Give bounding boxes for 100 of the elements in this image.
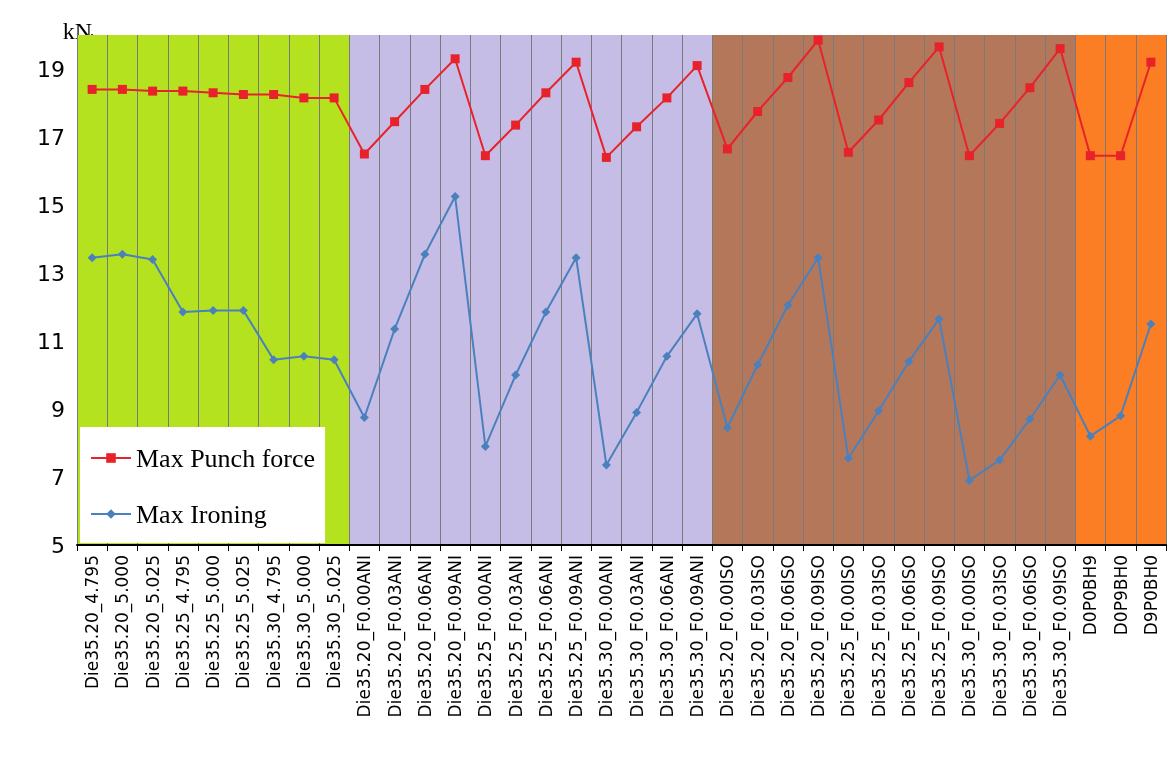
point [843, 453, 853, 463]
point [87, 84, 97, 94]
legend-label: Max Ironing [136, 499, 267, 529]
point [1146, 57, 1156, 67]
point [783, 300, 793, 310]
point [480, 151, 490, 161]
x-tick-label: Die35.30_F0.06ANI [656, 555, 678, 718]
point [1116, 151, 1126, 161]
point [1085, 431, 1095, 441]
point [480, 441, 490, 451]
point [299, 93, 309, 103]
x-tick-label: Die35.20_5.000 [112, 555, 134, 690]
point [1116, 411, 1126, 421]
point [692, 309, 702, 319]
point [178, 307, 188, 317]
x-tick-label: D0P0BH9 [1080, 555, 1101, 636]
point [420, 84, 430, 94]
point [359, 413, 369, 422]
point [420, 249, 430, 259]
point [450, 192, 460, 201]
point [390, 324, 400, 334]
x-tick-label: Die35.25_F0.00ISO [838, 555, 860, 718]
x-tick-label: Die35.25_F0.03ISO [868, 555, 890, 718]
point [601, 152, 611, 162]
x-tick-label: Die35.25_4.795 [172, 555, 194, 690]
point [269, 355, 279, 365]
point [692, 61, 702, 71]
point [511, 120, 521, 130]
point [1055, 44, 1065, 54]
point [329, 355, 339, 365]
x-tick-label: D9P0BH0 [1140, 555, 1161, 636]
point [753, 107, 763, 116]
point [874, 115, 884, 125]
point [299, 351, 309, 361]
x-tick-label: Die35.25_F0.03ANI [505, 555, 527, 718]
point [148, 254, 158, 264]
x-tick-label: Die35.25_F0.09ISO [929, 555, 951, 718]
point [601, 460, 611, 470]
point [874, 406, 884, 416]
x-tick-label: Die35.20_F0.09ANI [445, 555, 467, 718]
point [117, 84, 127, 94]
point [511, 370, 521, 380]
point [934, 314, 944, 324]
y-tick-label: 7 [51, 464, 65, 490]
x-tick-label: Die35.30_F0.09ANI [687, 555, 709, 718]
x-tick-label: Die35.25_F0.09ANI [566, 555, 588, 718]
x-tick-label: Die35.25_F0.06ANI [535, 555, 557, 718]
x-tick-label: Die35.30_F0.00ANI [596, 555, 618, 718]
point [208, 305, 218, 315]
x-tick-label: Die35.25_F0.00ANI [475, 555, 497, 718]
point [1055, 370, 1065, 380]
point [1025, 83, 1035, 93]
x-tick-label: Die35.20_F0.00ISO [717, 555, 739, 718]
y-tick-label: 11 [37, 328, 65, 354]
x-tick-label: Die35.20_F0.06ANI [414, 555, 436, 718]
x-tick-label: D0P9BH0 [1110, 555, 1131, 636]
point [359, 149, 369, 159]
x-tick-label: Die35.20_4.795 [82, 555, 104, 690]
point [269, 90, 279, 99]
x-tick-label: Die35.30_F0.06ISO [1019, 555, 1041, 718]
point [390, 117, 400, 127]
x-tick-label: Die35.30_5.025 [324, 555, 346, 690]
x-tick-label: Die35.25_F0.06ISO [898, 555, 920, 718]
point [148, 86, 158, 96]
y-tick-label: 5 [51, 532, 65, 558]
point [904, 356, 914, 366]
y-tick-label: 9 [51, 396, 65, 422]
legend-label: Max Punch force [136, 443, 316, 473]
point [964, 151, 974, 161]
point [632, 122, 642, 132]
x-tick-label: Die35.30_F0.09ISO [1050, 555, 1072, 718]
y-tick-label: 19 [37, 56, 65, 82]
x-tick-label: Die35.20_5.025 [142, 555, 164, 690]
point [783, 73, 793, 82]
x-tick-label: Die35.25_5.000 [203, 555, 225, 690]
point [450, 54, 460, 64]
x-tick-label: Die35.20_F0.03ISO [747, 555, 769, 718]
x-tick-label: Die35.30_F0.03ISO [989, 555, 1011, 718]
point [722, 144, 732, 154]
point [1085, 151, 1095, 161]
point [813, 35, 823, 45]
point [995, 455, 1005, 465]
point [662, 351, 672, 361]
point [934, 42, 944, 52]
point [1146, 319, 1156, 329]
point [722, 423, 732, 433]
y-tick-label: 17 [37, 124, 65, 150]
point [964, 475, 974, 485]
point [843, 147, 853, 157]
point [662, 93, 672, 103]
x-tick-label: Die35.30_4.795 [263, 555, 285, 690]
point [87, 253, 97, 263]
x-tick-label: Die35.20_F0.00ANI [354, 555, 376, 718]
point [753, 360, 763, 370]
point [541, 307, 551, 317]
point [541, 88, 551, 98]
y-tick-label: 13 [37, 260, 65, 286]
point [571, 57, 581, 67]
point [238, 305, 248, 315]
x-tick-label: Die35.30_F0.00ISO [959, 555, 981, 718]
